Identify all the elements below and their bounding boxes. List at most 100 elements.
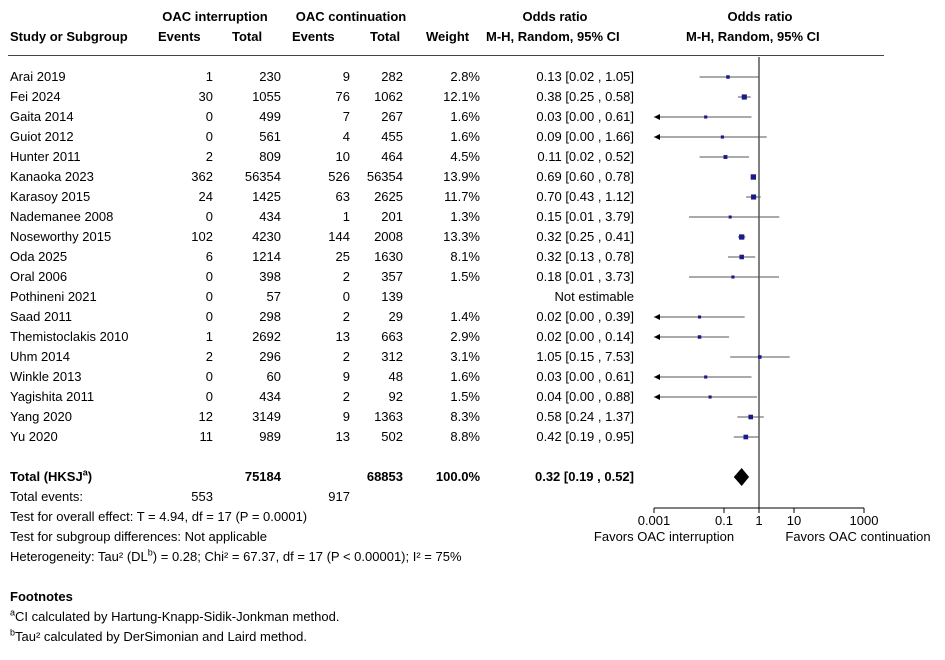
weight-cell: 1.6% (450, 369, 480, 384)
total-ci: 0.32 [0.19 , 0.52] (534, 469, 634, 484)
point-estimate-marker (723, 155, 728, 159)
point-estimate-marker (697, 335, 702, 339)
point-estimate-marker (739, 234, 745, 240)
events2-cell: 144 (328, 229, 350, 244)
events2-cell: 63 (335, 189, 350, 204)
study-name: Karasoy 2015 (10, 189, 91, 204)
het-sup: b (147, 547, 153, 558)
total-label-text: Total (HKSJ (10, 469, 83, 484)
point-estimate-marker (726, 75, 730, 79)
footnotes-title: Footnotes (10, 589, 73, 604)
events2-cell: 13 (335, 329, 350, 344)
total2-cell: 139 (381, 289, 403, 304)
total2-header: Total (370, 29, 401, 44)
study-name: Yang 2020 (10, 409, 72, 424)
method-text-header: M-H, Random, 95% CI (486, 29, 620, 44)
total2-cell: 2625 (374, 189, 403, 204)
study-name: Gaita 2014 (10, 109, 74, 124)
weight-cell: 8.3% (450, 409, 480, 424)
total2-cell: 455 (381, 129, 403, 144)
ci-cell: 0.13 [0.02 , 1.05] (536, 69, 634, 84)
total-weight: 100.0% (435, 469, 480, 484)
x-tick-label: 0.001 (637, 513, 671, 528)
subgroup-note: Test for subgroup differences: Not appli… (10, 529, 268, 544)
events2-cell: 25 (335, 249, 350, 264)
footnote-b-text: Tau² calculated by DerSimonian and Laird… (15, 629, 307, 644)
study-name: Uhm 2014 (10, 349, 70, 364)
ci-arrow (654, 334, 660, 340)
weight-cell: 1.3% (450, 209, 480, 224)
or-text-title: Odds ratio (522, 9, 588, 24)
events1-cell: 102 (191, 229, 213, 244)
overall-effect-note: Test for overall effect: T = 4.94, df = … (10, 509, 308, 524)
total-label-sup: a (82, 467, 88, 478)
x-tick-label: 1 (755, 513, 763, 528)
point-estimate-marker (731, 275, 735, 279)
heterogeneity-note: Heterogeneity: Tau² (DLb) = 0.28; Chi² =… (10, 547, 462, 565)
weight-header: Weight (426, 29, 470, 44)
events2-cell: 2 (342, 309, 350, 324)
het-post: ) = 0.28; Chi² = 67.37, df = 17 (P < 0.0… (152, 549, 462, 564)
point-estimate-marker (698, 315, 702, 319)
weight-cell: 13.3% (443, 229, 480, 244)
total-events2: 917 (328, 489, 350, 504)
total-total2: 68853 (366, 469, 403, 484)
weight-cell: 8.1% (450, 249, 480, 264)
point-estimate-marker (708, 395, 712, 399)
total1-cell: 1214 (252, 249, 281, 264)
study-name: Saad 2011 (10, 309, 72, 324)
events2-cell: 2 (342, 389, 350, 404)
events1-cell: 1 (205, 69, 213, 84)
events2-cell: 526 (328, 169, 350, 184)
total1-cell: 1425 (252, 189, 281, 204)
point-estimate-marker (728, 215, 732, 219)
weight-cell: 8.8% (450, 429, 480, 444)
total1-cell: 3149 (252, 409, 281, 424)
footnote-a-sup: a (10, 607, 16, 618)
events1-cell: 2 (205, 149, 213, 164)
point-estimate-marker (757, 355, 762, 359)
ci-cell: 0.02 [0.00 , 0.14] (536, 329, 634, 344)
study-name: Arai 2019 (10, 69, 66, 84)
events1-cell: 2 (205, 349, 213, 364)
header-rule (8, 55, 884, 56)
het-pre: Heterogeneity: Tau² (DL (10, 549, 148, 564)
total1-cell: 989 (259, 429, 281, 444)
ci-cell: 0.15 [0.01 , 3.79] (536, 209, 634, 224)
total1-cell: 60 (266, 369, 281, 384)
events1-cell: 24 (198, 189, 213, 204)
total1-cell: 1055 (252, 89, 281, 104)
study-name: Winkle 2013 (10, 369, 82, 384)
x-tick-label: 1000 (849, 513, 879, 528)
ci-cell: 0.04 [0.00 , 0.88] (536, 389, 634, 404)
study-name: Nademanee 2008 (10, 209, 114, 224)
ci-cell: 0.69 [0.60 , 0.78] (536, 169, 634, 184)
point-estimate-marker (743, 434, 749, 440)
events2-cell: 1 (342, 209, 350, 224)
weight-cell: 1.4% (450, 309, 480, 324)
ci-arrow (654, 374, 660, 380)
events1-cell: 0 (205, 289, 213, 304)
events1-cell: 0 (205, 129, 213, 144)
total2-cell: 92 (388, 389, 403, 404)
weight-cell: 4.5% (450, 149, 480, 164)
point-estimate-marker (720, 135, 724, 139)
favors-right-label: Favors OAC continuation (785, 529, 931, 544)
events1-cell: 0 (205, 309, 213, 324)
events2-cell: 9 (342, 69, 350, 84)
total-total1: 75184 (244, 469, 281, 484)
total2-cell: 29 (388, 309, 403, 324)
events2-header: Events (292, 29, 335, 44)
total1-cell: 230 (259, 69, 281, 84)
ci-arrow (654, 134, 660, 140)
total1-cell: 398 (259, 269, 281, 284)
ci-cell: 0.03 [0.00 , 0.61] (536, 369, 634, 384)
events2-cell: 2 (342, 269, 350, 284)
total2-cell: 201 (381, 209, 403, 224)
point-estimate-marker (704, 115, 708, 119)
total1-cell: 57 (266, 289, 281, 304)
or-plot-title: Odds ratio (727, 9, 793, 24)
ci-cell: 0.09 [0.00 , 1.66] (536, 129, 634, 144)
events1-cell: 0 (205, 369, 213, 384)
